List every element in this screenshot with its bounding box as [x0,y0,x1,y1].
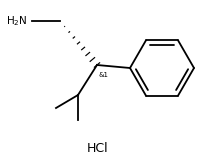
Text: HCl: HCl [87,142,108,155]
Text: H$_2$N: H$_2$N [6,14,27,28]
Text: &1: &1 [98,72,109,78]
